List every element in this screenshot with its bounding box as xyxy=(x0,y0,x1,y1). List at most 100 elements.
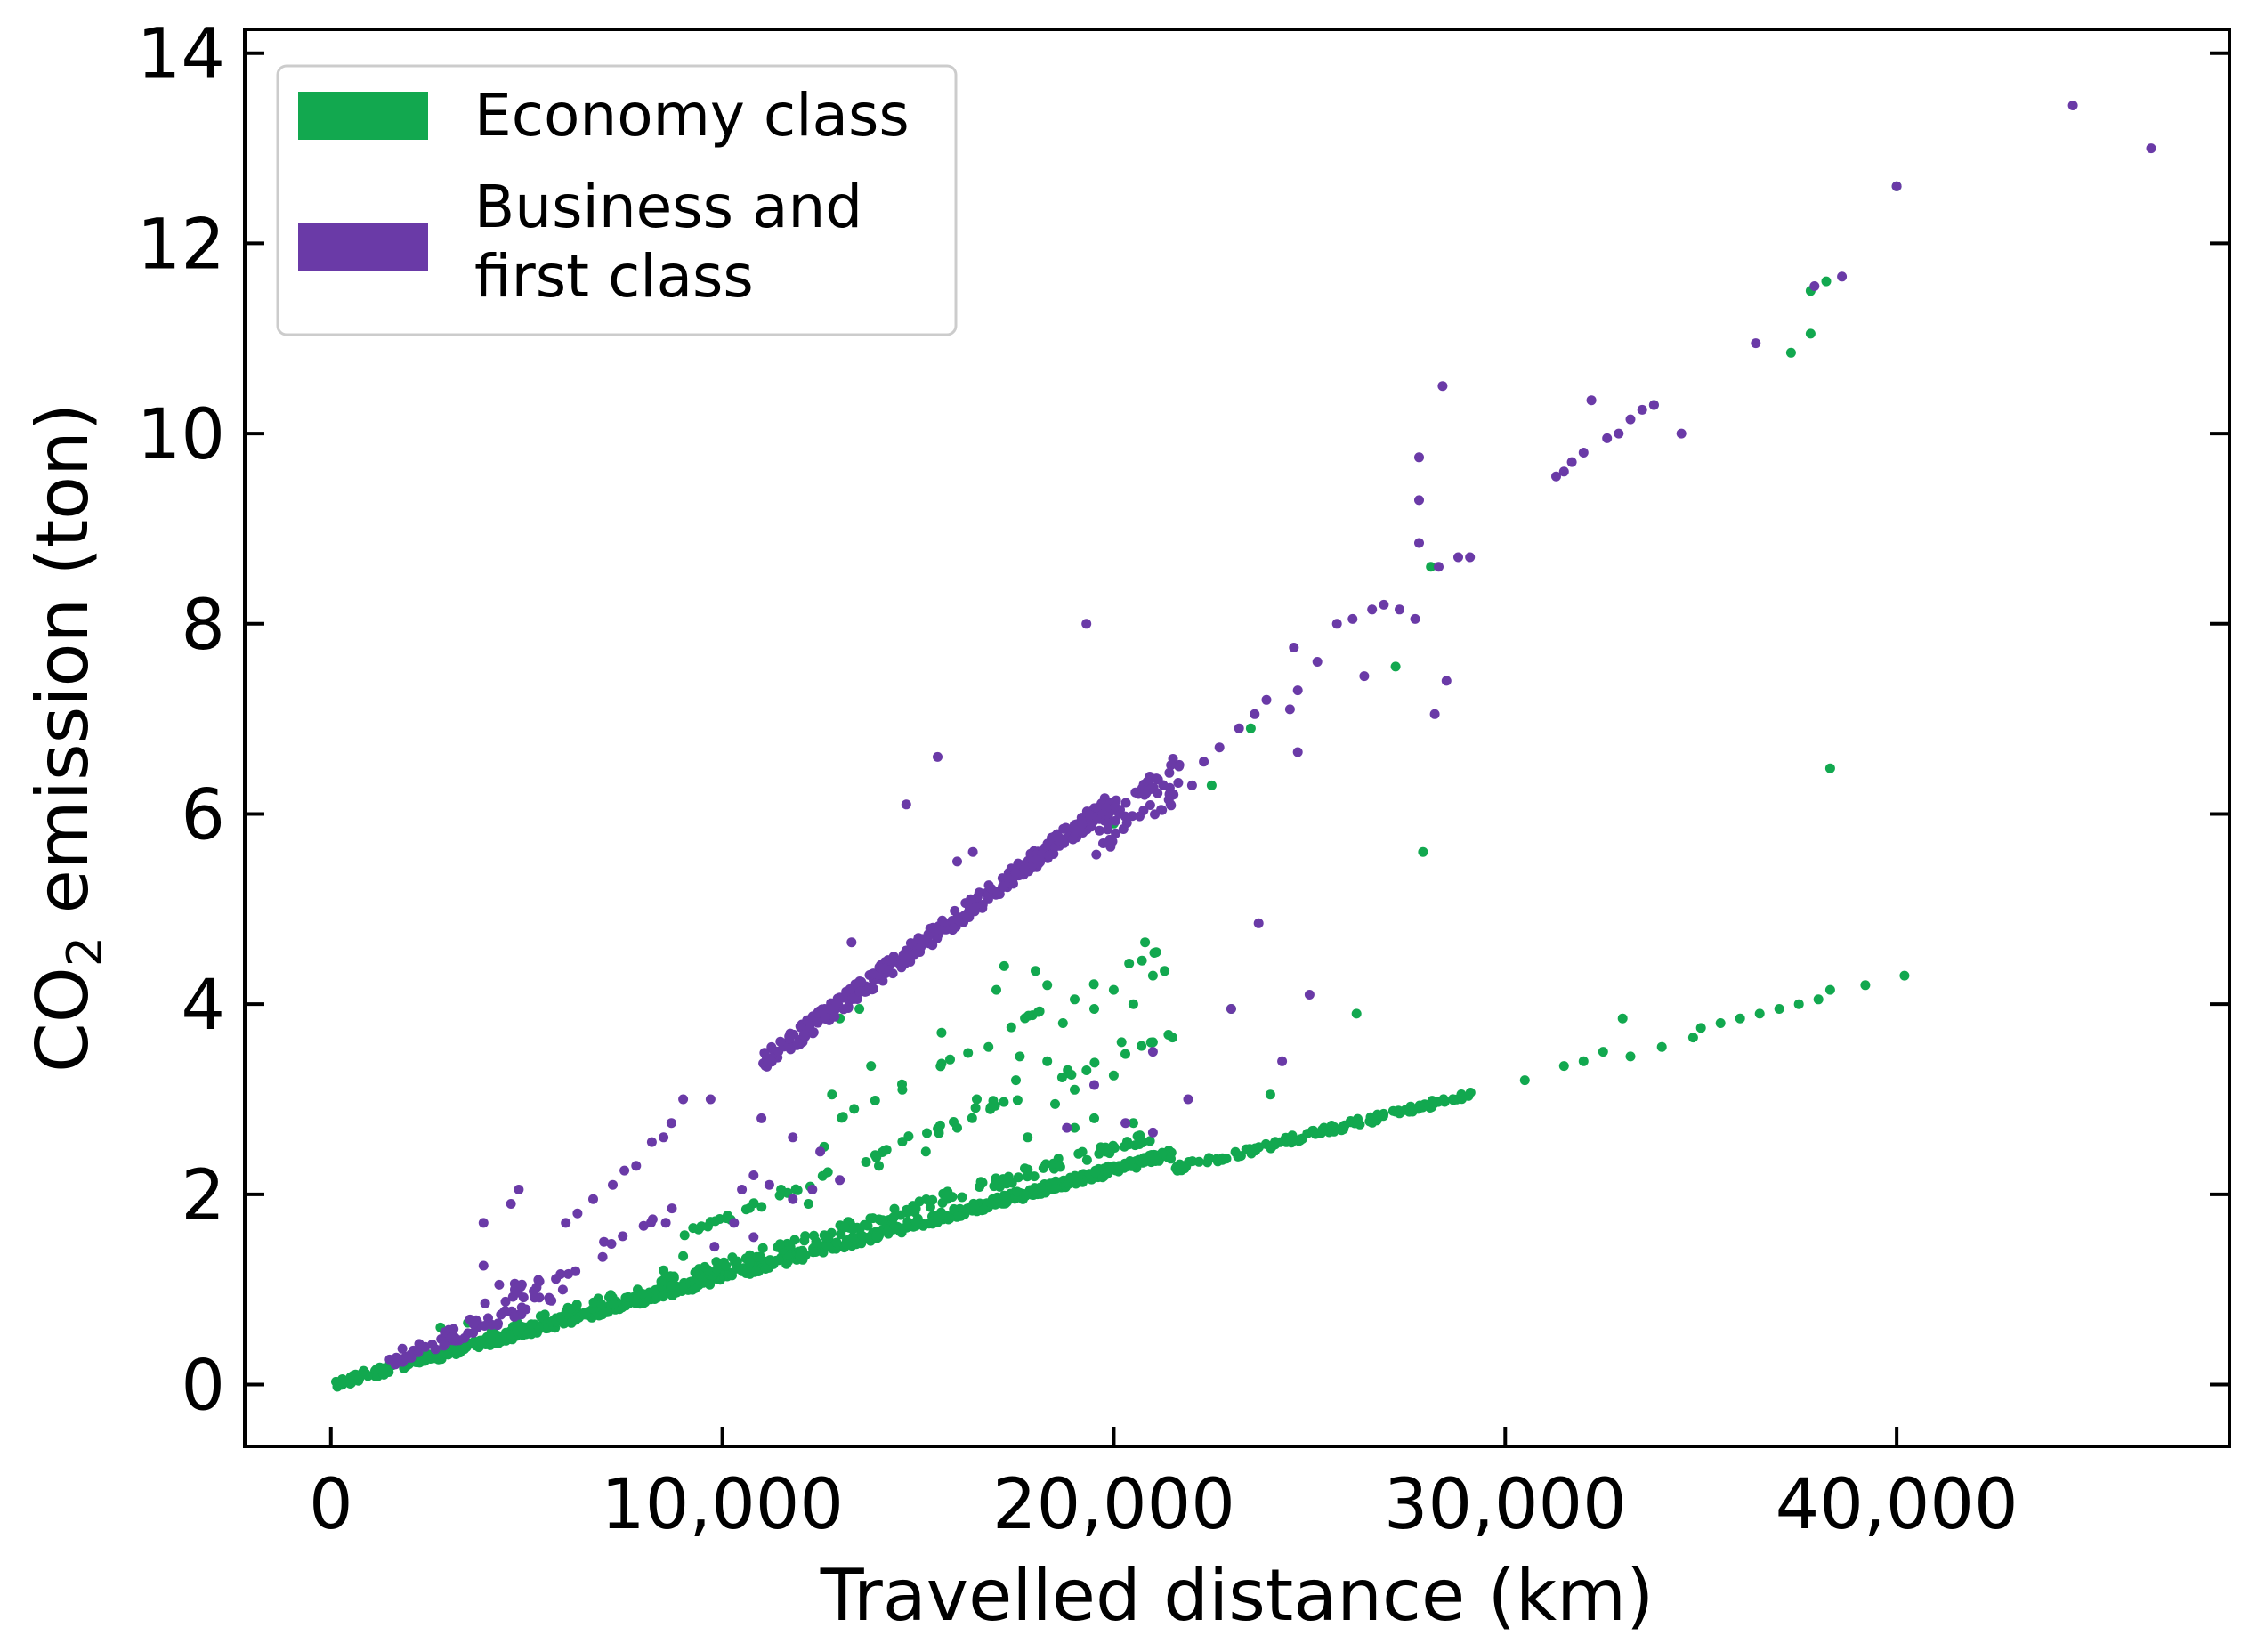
legend: Economy class Business and first class xyxy=(276,64,958,336)
business-point xyxy=(459,1332,470,1343)
economy-point xyxy=(1145,1136,1155,1146)
business-point xyxy=(849,993,860,1004)
business-point xyxy=(1434,562,1444,572)
business-point xyxy=(1032,854,1041,865)
x-tick-label: 0 xyxy=(309,1465,353,1545)
business-point xyxy=(1379,599,1389,610)
economy-point xyxy=(1054,1161,1064,1171)
business-point xyxy=(910,949,920,960)
business-point xyxy=(1111,815,1121,826)
economy-point xyxy=(1023,1132,1033,1143)
economy-point xyxy=(999,960,1009,971)
economy-point xyxy=(760,1264,771,1274)
business-point xyxy=(1625,414,1636,425)
economy-point xyxy=(1124,959,1135,968)
business-point xyxy=(966,894,976,904)
business-point xyxy=(1019,864,1030,875)
business-point xyxy=(887,968,898,979)
economy-point xyxy=(1120,1049,1130,1059)
economy-point xyxy=(963,1048,974,1058)
business-point xyxy=(737,1185,748,1194)
economy-point xyxy=(1013,1172,1023,1183)
business-point xyxy=(835,1175,845,1186)
economy-point xyxy=(972,1094,982,1105)
economy-point xyxy=(1066,1173,1077,1183)
business-point xyxy=(1891,181,1902,191)
business-point xyxy=(678,1094,689,1105)
economy-point xyxy=(870,1096,880,1105)
economy-point xyxy=(623,1292,634,1302)
economy-point xyxy=(597,1309,608,1320)
economy-point xyxy=(925,1202,935,1212)
business-point xyxy=(506,1199,516,1209)
economy-point xyxy=(1695,1023,1706,1033)
economy-point xyxy=(1824,763,1835,773)
business-point xyxy=(1359,671,1370,682)
business-point xyxy=(964,904,975,915)
business-point xyxy=(825,1004,836,1015)
business-point xyxy=(1120,1118,1131,1129)
economy-point xyxy=(776,1185,787,1194)
economy-point xyxy=(1050,1098,1060,1109)
economy-point xyxy=(1414,1100,1425,1111)
business-point xyxy=(1751,338,1761,349)
business-point xyxy=(756,1113,767,1123)
business-point xyxy=(788,1132,798,1143)
business-point xyxy=(1289,643,1299,652)
business-point xyxy=(1578,448,1589,458)
business-point xyxy=(896,958,907,968)
business-point xyxy=(570,1266,581,1276)
business-point xyxy=(619,1165,630,1176)
business-point xyxy=(494,1279,505,1290)
business-point xyxy=(561,1218,571,1228)
business-point xyxy=(1277,1056,1288,1066)
economy-point xyxy=(944,1213,955,1224)
economy-point xyxy=(1519,1075,1530,1086)
business-point xyxy=(1637,404,1647,415)
business-point xyxy=(1138,806,1149,815)
y-tick-label: 6 xyxy=(181,775,225,855)
business-point xyxy=(1103,818,1113,829)
legend-swatch-economy xyxy=(298,92,428,140)
economy-point xyxy=(485,1334,496,1345)
economy-point xyxy=(831,1237,842,1248)
economy-point xyxy=(902,1204,912,1215)
business-point xyxy=(666,1118,676,1129)
economy-point xyxy=(1715,1018,1726,1028)
business-point xyxy=(1058,823,1069,834)
y-tick-label: 8 xyxy=(181,586,225,666)
business-point xyxy=(898,950,909,960)
plot-frame xyxy=(243,28,2231,1448)
economy-point xyxy=(1656,1041,1667,1052)
business-point xyxy=(1214,742,1225,753)
economy-point xyxy=(1147,970,1158,981)
business-point xyxy=(509,1311,520,1322)
business-point xyxy=(762,1053,772,1064)
business-point xyxy=(766,1041,777,1052)
economy-point xyxy=(1436,1096,1447,1106)
economy-point xyxy=(377,1365,388,1375)
x-tick-label: 10,000 xyxy=(601,1465,844,1545)
business-point xyxy=(1070,825,1080,836)
economy-point xyxy=(1073,1177,1084,1187)
economy-point xyxy=(1387,1105,1398,1116)
business-point xyxy=(1054,834,1064,844)
business-point xyxy=(948,923,959,934)
x-axis-title: Travelled distance (km) xyxy=(820,1554,1654,1637)
economy-point xyxy=(757,1243,768,1253)
economy-point xyxy=(696,1221,707,1232)
business-point xyxy=(551,1274,562,1284)
economy-point xyxy=(1281,1132,1291,1143)
economy-point xyxy=(1427,1096,1437,1106)
economy-point xyxy=(1457,1094,1467,1105)
economy-point xyxy=(1073,1148,1084,1159)
business-point xyxy=(998,881,1008,892)
economy-point xyxy=(1617,1013,1628,1024)
business-point xyxy=(1331,619,1342,629)
business-point xyxy=(845,984,855,994)
economy-point xyxy=(688,1223,699,1234)
economy-point xyxy=(345,1378,356,1389)
legend-label-economy: Economy class xyxy=(474,81,910,150)
economy-point xyxy=(656,1276,667,1287)
